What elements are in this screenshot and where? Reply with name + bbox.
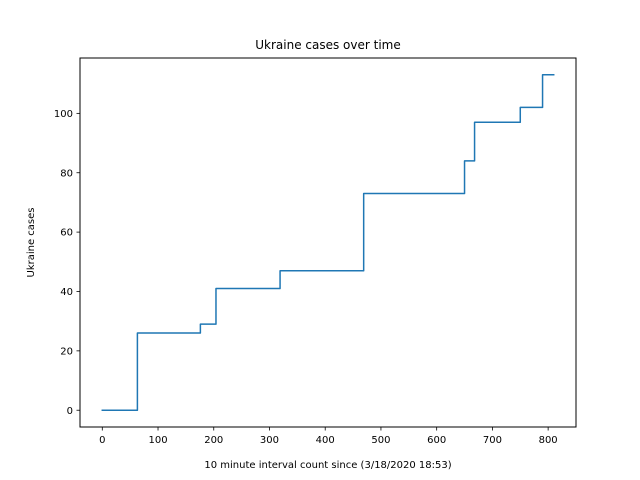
y-tick-label: 60 bbox=[60, 228, 73, 239]
plot-frame bbox=[79, 57, 577, 428]
x-tick-label: 100 bbox=[148, 435, 167, 446]
chart-title: Ukraine cases over time bbox=[255, 38, 401, 52]
x-axis-label: 10 minute interval count since (3/18/202… bbox=[204, 460, 451, 471]
x-tick-label: 0 bbox=[99, 435, 105, 446]
x-tick-label: 800 bbox=[539, 435, 558, 446]
x-tick-label: 200 bbox=[204, 435, 223, 446]
y-tick-label: 20 bbox=[60, 346, 73, 357]
x-axis: 0 100 200 300 400 500 600 700 800 bbox=[99, 427, 558, 446]
series-layer bbox=[101, 74, 555, 411]
y-tick-label: 80 bbox=[60, 168, 73, 179]
y-axis: 0 20 40 60 80 100 bbox=[54, 109, 80, 417]
y-tick-label: 40 bbox=[60, 287, 73, 298]
y-tick-label: 0 bbox=[67, 406, 73, 417]
x-tick-label: 400 bbox=[316, 435, 335, 446]
y-axis-label: Ukraine cases bbox=[26, 208, 37, 278]
x-tick-label: 300 bbox=[260, 435, 279, 446]
x-tick-label: 600 bbox=[427, 435, 446, 446]
y-tick-label: 100 bbox=[54, 109, 73, 120]
x-tick-label: 700 bbox=[483, 435, 502, 446]
x-tick-label: 500 bbox=[371, 435, 390, 446]
series-line-0 bbox=[101, 74, 555, 411]
